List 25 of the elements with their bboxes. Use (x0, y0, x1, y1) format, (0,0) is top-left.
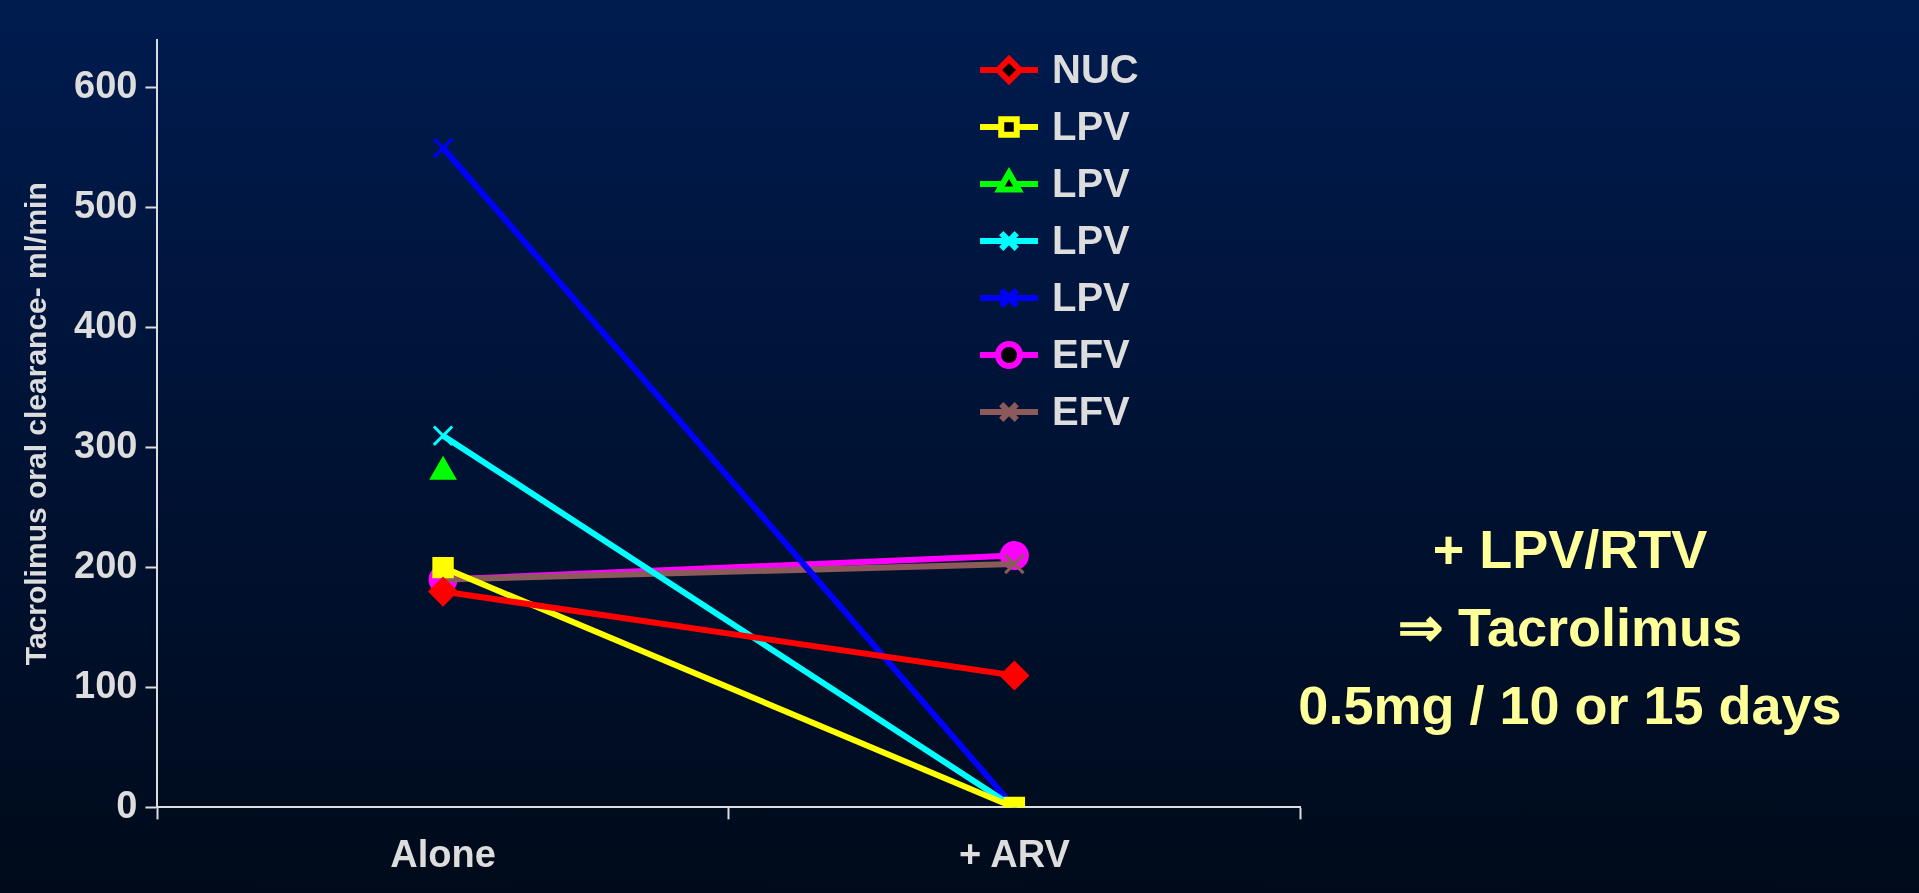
point (999, 661, 1029, 690)
y-tick-label: 600 (74, 64, 138, 107)
legend-label: EFV (1052, 389, 1131, 434)
y-tick-label: 100 (74, 663, 138, 706)
annotation: 0.5mg / 10 or 15 days (1297, 674, 1843, 737)
text: + LPV/RTV (1431, 518, 1709, 581)
point (432, 425, 454, 447)
point (428, 577, 458, 607)
y-tick-label: 0 (116, 783, 138, 826)
legend-label: LPV (1052, 218, 1131, 263)
y-tick-label: 300 (74, 424, 138, 467)
legend-label: LPV (1052, 275, 1131, 320)
y-tick-label: 200 (74, 544, 138, 587)
x-tick-label: + ARV (958, 832, 1071, 875)
legend-label: LPV (1052, 161, 1131, 206)
legend-label: NUC (1052, 47, 1139, 92)
legend-label: EFV (1052, 332, 1131, 377)
text: ⇒ Tacrolimus (1396, 596, 1744, 659)
legend-label: LPV (1052, 104, 1131, 149)
point (432, 137, 454, 159)
y-axis-title: Tacrolimus oral clearance- ml/min (19, 182, 53, 666)
y-tick-label: 500 (74, 184, 138, 227)
y-tick-label: 400 (74, 304, 138, 347)
x-tick-label: Alone (390, 832, 496, 875)
point (432, 556, 454, 579)
